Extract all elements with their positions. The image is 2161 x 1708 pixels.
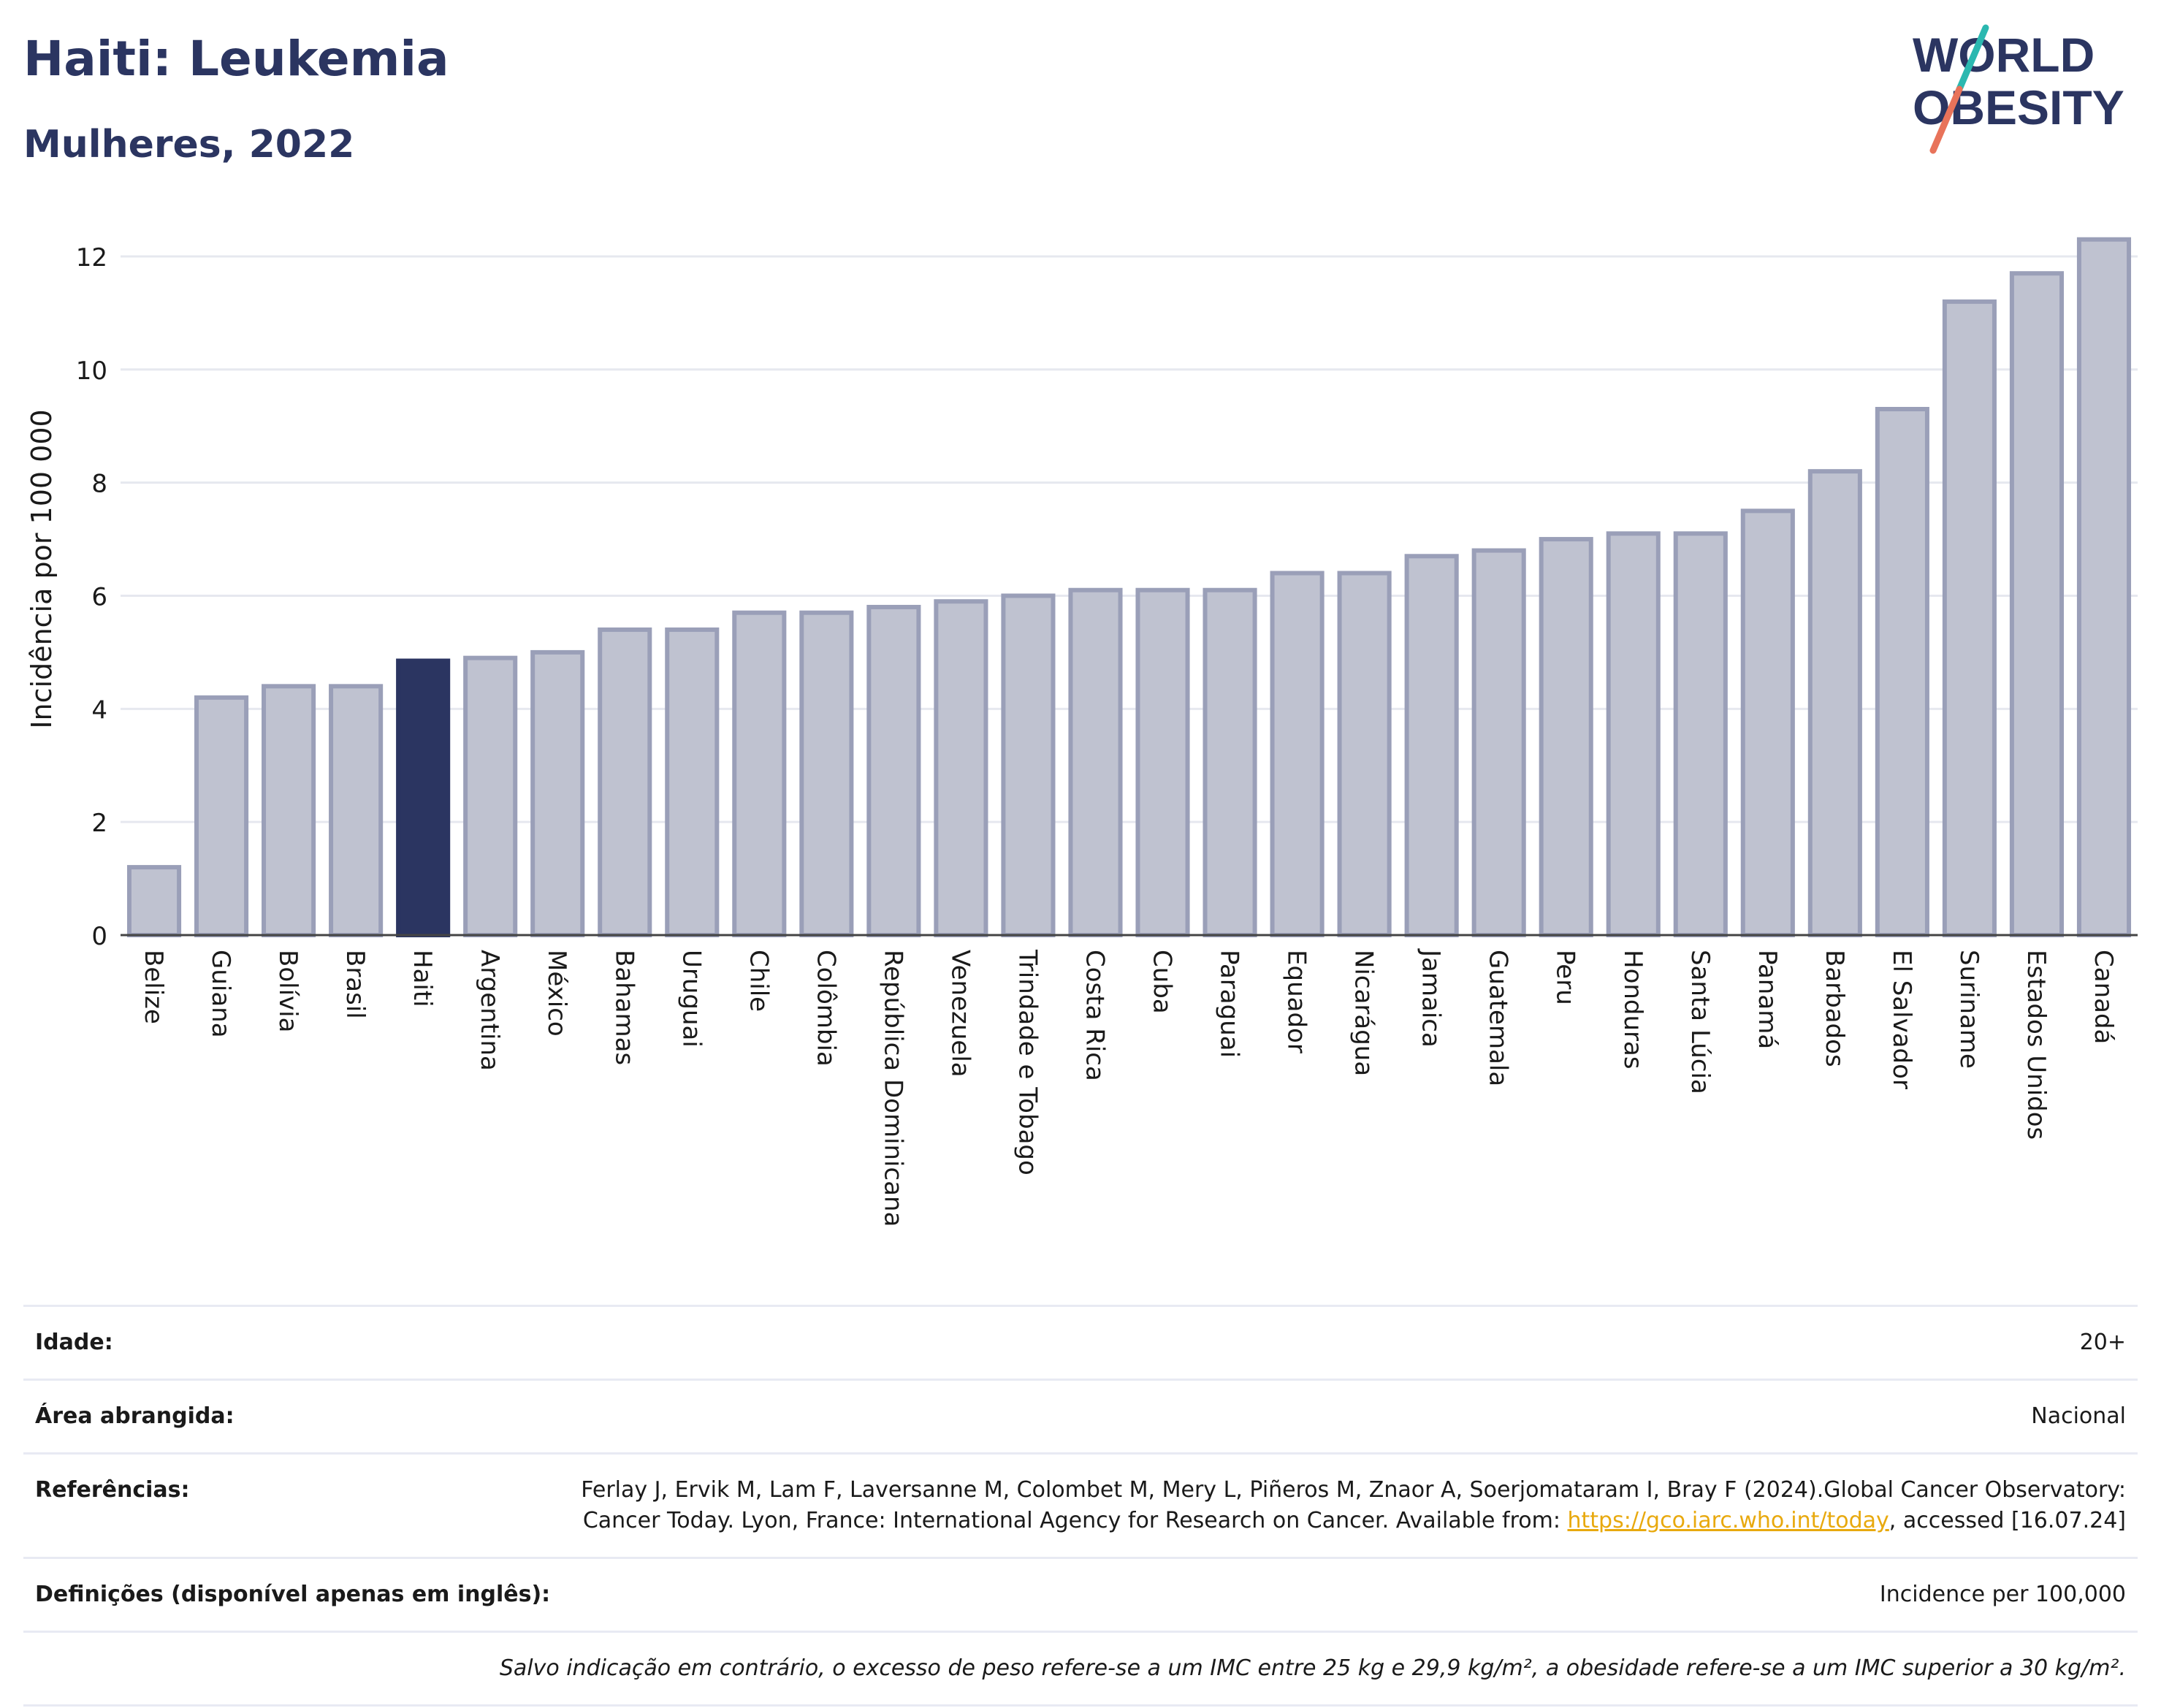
bar-layer	[126, 237, 2132, 938]
y-tick-label-1: 2	[91, 809, 107, 838]
x-tick-label-29: Canadá	[2089, 950, 2118, 1044]
meta-row-age: Idade: 20+	[23, 1305, 2138, 1379]
bar-5	[463, 655, 518, 937]
x-tick-label-25: Barbados	[1820, 950, 1849, 1067]
logo-slash-top	[1956, 24, 1989, 93]
x-tick-label-26: El Salvador	[1887, 950, 1916, 1089]
x-tick-label-11: República Dominicana	[878, 950, 907, 1227]
logo-line-2: OBESITY	[1913, 80, 2124, 134]
bar-12	[934, 599, 988, 938]
references-text-2: , accessed [16.07.24]	[1889, 1508, 2126, 1533]
area-value: Nacional	[2031, 1403, 2126, 1429]
x-tick-label-15: Cuba	[1148, 950, 1177, 1014]
x-tick-label-20: Guatemala	[1484, 950, 1513, 1086]
references-text-1: Ferlay J, Ervik M, Lam F, Laversanne M, …	[581, 1477, 2126, 1533]
x-tick-label-27: Suriname	[1954, 950, 1983, 1069]
bar-27	[1942, 299, 1997, 938]
y-tick-label-2: 4	[91, 695, 107, 725]
x-tick-label-5: Argentina	[475, 950, 504, 1071]
x-tick-label-4: Haiti	[408, 950, 437, 1007]
bar-16	[1203, 587, 1257, 937]
x-tick-label-6: México	[542, 950, 571, 1037]
bar-18	[1337, 571, 1392, 937]
bar-23	[1673, 531, 1728, 937]
bar-chart: 0 2 4 6 8 10 12 Belize Guiana Bolívia Brasil Haiti A…	[26, 237, 2138, 1227]
definitions-value: Incidence per 100,000	[1879, 1582, 2126, 1607]
bar-2	[262, 684, 316, 938]
bar-4	[396, 658, 451, 937]
x-tick-label-10: Colômbia	[811, 950, 840, 1067]
bar-3	[329, 684, 384, 938]
meta-row-references: Referências: Ferlay J, Ervik M, Lam F, L…	[23, 1452, 2138, 1557]
age-label: Idade:	[35, 1330, 113, 1355]
bar-19	[1404, 554, 1459, 937]
footnote: Salvo indicação em contrário, o excesso …	[499, 1655, 2126, 1681]
references-label: Referências:	[35, 1477, 190, 1503]
bar-6	[530, 649, 585, 937]
y-tick-label-6: 12	[76, 243, 107, 272]
chart-subtitle: Mulheres, 2022	[23, 123, 355, 167]
x-tick-label-17: Equador	[1282, 950, 1311, 1053]
x-tick-label-23: Santa Lúcia	[1685, 950, 1715, 1094]
metadata-table: Idade: 20+ Área abrangida: Nacional Refe…	[23, 1305, 2138, 1707]
bar-10	[799, 610, 854, 937]
references-value: Ferlay J, Ervik M, Lam F, Laversanne M, …	[519, 1475, 2126, 1536]
x-tick-label-12: Venezuela	[945, 950, 975, 1078]
bar-8	[665, 627, 720, 937]
x-tick-label-28: Estados Unidos	[2021, 950, 2051, 1140]
references-link[interactable]: https://gco.iarc.who.int/today	[1567, 1508, 1889, 1533]
bar-29	[2076, 237, 2132, 937]
chart-title: Haiti: Leukemia	[23, 31, 449, 87]
logo-line-1: WORLD	[1913, 28, 2095, 82]
bar-28	[2009, 271, 2065, 937]
bar-25	[1807, 469, 1862, 937]
bar-13	[1001, 593, 1056, 938]
y-tick-label-5: 10	[76, 357, 107, 386]
world-obesity-logo: WORLD OBESITY	[1913, 24, 2124, 154]
x-tick-label-24: Panamá	[1753, 950, 1782, 1049]
grid-layer	[121, 255, 2138, 823]
y-tick-label-3: 6	[91, 582, 107, 611]
y-tick-label-0: 0	[91, 922, 107, 951]
x-tick-label-22: Honduras	[1618, 950, 1647, 1070]
bar-22	[1606, 531, 1661, 937]
bar-21	[1539, 537, 1593, 937]
y-tick-label-4: 8	[91, 470, 107, 499]
axis-layer: 0 2 4 6 8 10 12 Belize Guiana Bolívia Brasil Haiti A…	[76, 243, 2138, 1227]
bar-0	[126, 865, 182, 938]
x-tick-label-7: Bahamas	[609, 950, 639, 1065]
x-tick-label-18: Nicarágua	[1349, 950, 1379, 1076]
logo-slash-bottom	[1929, 85, 1963, 154]
x-tick-label-8: Uruguai	[676, 950, 706, 1048]
bar-24	[1740, 508, 1795, 937]
definitions-label: Definições (disponível apenas em inglês)…	[35, 1582, 551, 1607]
bar-7	[598, 627, 652, 937]
x-tick-label-3: Brasil	[340, 950, 370, 1019]
x-tick-label-0: Belize	[139, 950, 168, 1024]
x-tick-label-2: Bolívia	[273, 950, 302, 1032]
area-label: Área abrangida:	[35, 1403, 235, 1429]
x-tick-label-16: Paraguai	[1215, 950, 1244, 1058]
age-value: 20+	[2079, 1330, 2126, 1355]
bar-1	[194, 695, 249, 937]
bar-11	[866, 604, 921, 937]
bar-26	[1875, 407, 1929, 937]
meta-row-area: Área abrangida: Nacional	[23, 1379, 2138, 1452]
x-tick-label-21: Peru	[1551, 950, 1580, 1005]
x-tick-label-1: Guiana	[206, 950, 235, 1038]
x-tick-label-13: Trindade e Tobago	[1013, 949, 1042, 1175]
meta-row-definitions: Definições (disponível apenas em inglês)…	[23, 1557, 2138, 1631]
bar-17	[1270, 571, 1325, 937]
x-tick-label-9: Chile	[744, 950, 773, 1012]
bar-9	[732, 610, 787, 937]
meta-row-note: Salvo indicação em contrário, o excesso …	[23, 1631, 2138, 1707]
bar-14	[1068, 587, 1123, 937]
x-tick-label-19: Jamaica	[1417, 948, 1446, 1048]
bar-15	[1135, 587, 1190, 937]
x-tick-label-14: Costa Rica	[1080, 950, 1109, 1081]
bar-20	[1471, 548, 1526, 937]
y-axis-label: Incidência por 100 000	[26, 409, 58, 728]
